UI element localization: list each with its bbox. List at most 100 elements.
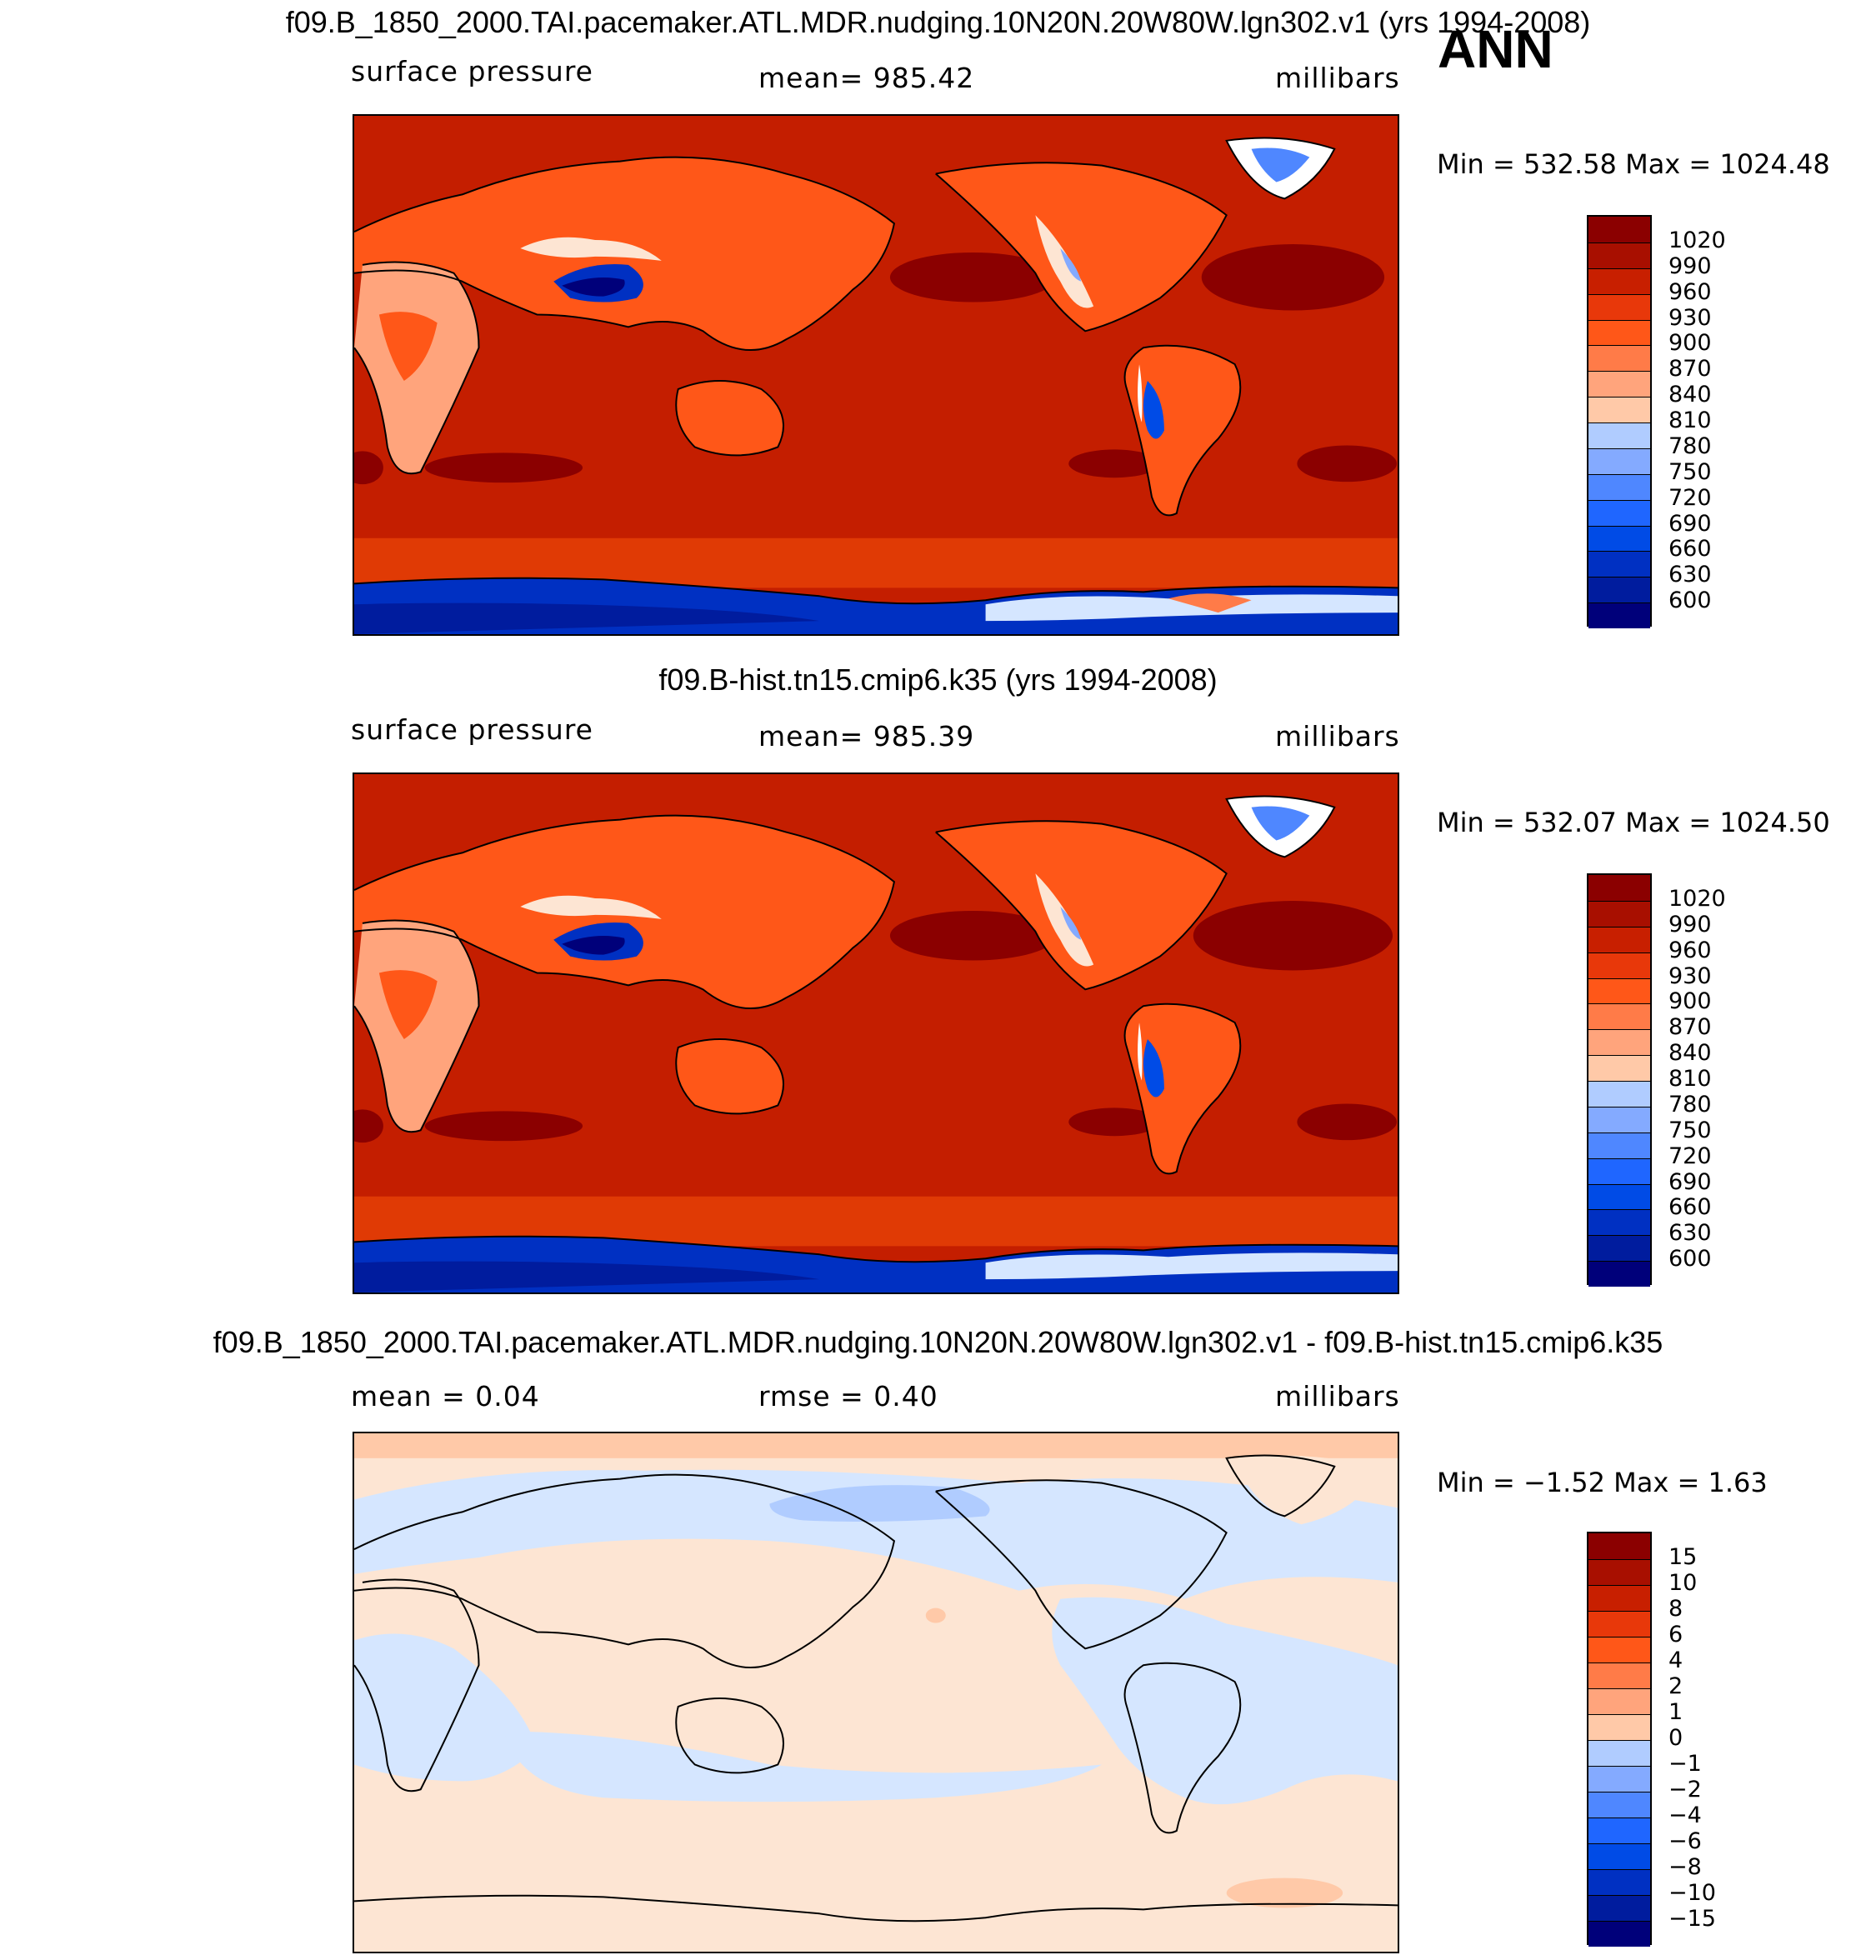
colorbar-swatch xyxy=(1588,1637,1650,1662)
colorbar-tick-label: 4 xyxy=(1668,1648,1683,1673)
colorbar-tick-label: 660 xyxy=(1668,1194,1712,1221)
colorbar-swatch xyxy=(1588,577,1650,603)
colorbar-swatch xyxy=(1588,397,1650,422)
colorbar-swatch xyxy=(1588,952,1650,978)
colorbar-swatch xyxy=(1588,1132,1650,1158)
panel-1-variable-label: surface pressure xyxy=(351,55,593,88)
colorbar-swatch xyxy=(1588,473,1650,500)
colorbar-swatch xyxy=(1588,1792,1650,1818)
panel-3-rmse-label: rmse = 0.40 xyxy=(758,1380,938,1412)
colorbar-swatch xyxy=(1588,1209,1650,1236)
colorbar-tick-label: −8 xyxy=(1668,1854,1702,1880)
colorbar-box xyxy=(1587,873,1652,1287)
colorbar-swatch xyxy=(1588,1003,1650,1030)
colorbar-swatch xyxy=(1588,525,1650,552)
colorbar-swatch xyxy=(1588,1662,1650,1688)
panel-1-mean-label: mean= 985.42 xyxy=(758,62,975,94)
colorbar-tick-label: 750 xyxy=(1668,1117,1712,1143)
colorbar-tick-label: 780 xyxy=(1668,432,1712,459)
colorbar-swatch xyxy=(1588,1261,1650,1287)
colorbar-tick-label: 6 xyxy=(1668,1622,1683,1648)
colorbar-swatch xyxy=(1588,1895,1650,1921)
colorbar-swatch xyxy=(1588,217,1650,242)
panel-2-min-max: Min = 532.07 Max = 1024.50 xyxy=(1437,807,1830,838)
colorbar-tick-label: 690 xyxy=(1668,1168,1712,1195)
colorbar-swatch xyxy=(1588,422,1650,448)
colorbar-tick-label: 2 xyxy=(1668,1673,1683,1699)
panel-1-min-max: Min = 532.58 Max = 1024.48 xyxy=(1437,148,1830,180)
colorbar-swatch xyxy=(1588,499,1650,526)
panel-3-map xyxy=(353,1432,1399,1953)
colorbar-swatch xyxy=(1588,1533,1650,1559)
colorbar-swatch xyxy=(1588,242,1650,268)
colorbar-tick-label: 15 xyxy=(1668,1544,1698,1570)
panel-2-units-label: millibars xyxy=(1275,720,1400,752)
colorbar-tick-label: −1 xyxy=(1668,1751,1702,1777)
colorbar-swatch xyxy=(1588,268,1650,294)
colorbar-tick-label: 750 xyxy=(1668,458,1712,485)
colorbar-tick-label: 990 xyxy=(1668,911,1712,938)
colorbar-tick-label: 930 xyxy=(1668,962,1712,989)
colorbar-swatch xyxy=(1588,1740,1650,1766)
panel-2-variable-label: surface pressure xyxy=(351,713,593,746)
colorbar-swatch xyxy=(1588,1183,1650,1210)
colorbar-tick-label: 660 xyxy=(1668,536,1712,562)
colorbar-swatch xyxy=(1588,371,1650,398)
colorbar-swatch xyxy=(1588,345,1650,372)
colorbar-swatch xyxy=(1588,551,1650,578)
colorbar-tick-label: 1020 xyxy=(1668,885,1726,912)
colorbar-swatch xyxy=(1588,1611,1650,1637)
colorbar-tick-label: 720 xyxy=(1668,484,1712,511)
colorbar-swatch xyxy=(1588,1106,1650,1132)
colorbar-tick-label: 1020 xyxy=(1668,227,1726,253)
colorbar-tick-label: 840 xyxy=(1668,382,1712,408)
colorbar-tick-label: −10 xyxy=(1668,1880,1716,1906)
panel-1-map xyxy=(353,114,1399,636)
panel-3-units-label: millibars xyxy=(1275,1380,1400,1412)
colorbar-tick-label: 1 xyxy=(1668,1699,1683,1725)
colorbar-tick-label: 930 xyxy=(1668,304,1712,331)
colorbar-swatch xyxy=(1588,1766,1650,1792)
colorbar-swatch xyxy=(1588,1081,1650,1107)
panel-2-map xyxy=(353,772,1399,1294)
colorbar-tick-label: 8 xyxy=(1668,1596,1683,1622)
colorbar-tick-label: 960 xyxy=(1668,937,1712,963)
panel-1-title: f09.B_1850_2000.TAI.pacemaker.ATL.MDR.nu… xyxy=(285,5,1591,39)
colorbar-tick-label: 870 xyxy=(1668,1014,1712,1041)
colorbar-tick-label: 720 xyxy=(1668,1142,1712,1169)
panel-1-units-label: millibars xyxy=(1275,62,1400,94)
colorbar-tick-label: 840 xyxy=(1668,1040,1712,1067)
colorbar-swatch xyxy=(1588,978,1650,1004)
colorbar-swatch xyxy=(1588,926,1650,952)
panel-3-title: f09.B_1850_2000.TAI.pacemaker.ATL.MDR.nu… xyxy=(213,1325,1663,1359)
colorbar-box xyxy=(1587,1532,1652,1947)
colorbar-swatch xyxy=(1588,293,1650,320)
colorbar-swatch xyxy=(1588,1818,1650,1843)
panel-3-mean-label: mean = 0.04 xyxy=(351,1380,540,1412)
colorbar-swatch xyxy=(1588,875,1650,901)
panel-1-map-svg xyxy=(354,116,1398,634)
colorbar-swatch xyxy=(1588,1585,1650,1611)
colorbar-swatch xyxy=(1588,1055,1650,1081)
colorbar-swatch xyxy=(1588,900,1650,927)
colorbar-swatch xyxy=(1588,1869,1650,1895)
colorbar-tick-label: 900 xyxy=(1668,988,1712,1015)
colorbar-tick-label: −4 xyxy=(1668,1802,1702,1828)
panel-3-map-svg xyxy=(354,1433,1398,1952)
colorbar-swatch xyxy=(1588,1559,1650,1585)
colorbar-swatch xyxy=(1588,602,1650,628)
colorbar-swatch xyxy=(1588,1029,1650,1056)
colorbar-tick-label: 780 xyxy=(1668,1091,1712,1118)
colorbar-tick-label: 690 xyxy=(1668,510,1712,537)
colorbar-tick-label: 630 xyxy=(1668,1220,1712,1247)
panel-2-title: f09.B-hist.tn15.cmip6.k35 (yrs 1994-2008… xyxy=(658,662,1218,697)
colorbar-tick-label: 600 xyxy=(1668,588,1712,614)
colorbar-swatch xyxy=(1588,448,1650,474)
colorbar-swatch xyxy=(1588,1843,1650,1869)
panel-2-map-svg xyxy=(354,774,1398,1292)
colorbar-tick-label: 870 xyxy=(1668,356,1712,382)
colorbar-tick-label: 630 xyxy=(1668,562,1712,588)
colorbar-swatch xyxy=(1588,1688,1650,1714)
colorbar-tick-label: 600 xyxy=(1668,1246,1712,1272)
colorbar-tick-label: −2 xyxy=(1668,1777,1702,1802)
